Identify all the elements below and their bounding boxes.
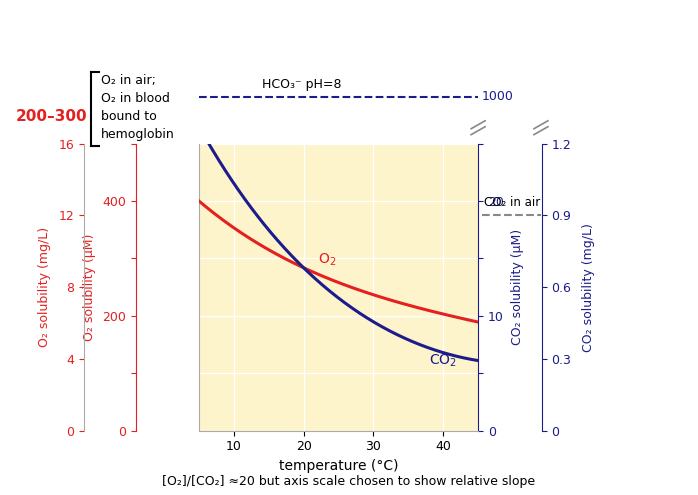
Y-axis label: O₂ solubility (mg/L): O₂ solubility (mg/L) <box>38 227 52 347</box>
Y-axis label: CO₂ solubility (mg/L): CO₂ solubility (mg/L) <box>582 223 595 351</box>
Text: 200–300: 200–300 <box>15 109 87 124</box>
Y-axis label: CO₂ solubility (μM): CO₂ solubility (μM) <box>511 229 524 345</box>
Text: O$_2$: O$_2$ <box>318 252 336 268</box>
Text: [O₂]/[CO₂] ≈20 but axis scale chosen to show relative slope: [O₂]/[CO₂] ≈20 but axis scale chosen to … <box>163 475 535 488</box>
Text: CO$_2$: CO$_2$ <box>429 352 457 369</box>
Text: 1000: 1000 <box>482 90 514 103</box>
Y-axis label: O₂ solubility (μM): O₂ solubility (μM) <box>82 234 96 341</box>
Text: O₂ in air;
O₂ in blood
bound to
hemoglobin: O₂ in air; O₂ in blood bound to hemoglob… <box>101 74 175 141</box>
X-axis label: temperature (°C): temperature (°C) <box>279 459 399 473</box>
Text: HCO₃⁻ pH=8: HCO₃⁻ pH=8 <box>262 78 341 91</box>
Text: CO₂ in air: CO₂ in air <box>484 197 540 209</box>
